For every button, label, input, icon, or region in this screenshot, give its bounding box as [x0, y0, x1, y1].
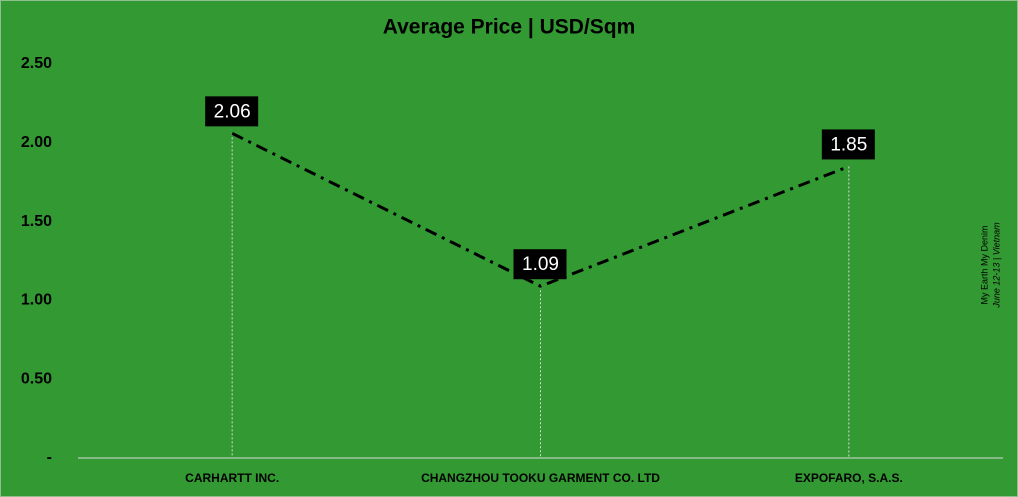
line-series: [231, 132, 850, 288]
y-tick-label: 1.00: [21, 292, 52, 309]
y-tick-label: 0.50: [21, 370, 52, 387]
data-label-box: [205, 96, 259, 127]
data-label: 2.06: [214, 101, 251, 122]
data-label-box: [513, 249, 567, 280]
annotation: June 12-13 | Vietnam: [991, 222, 1001, 309]
y-tick-label: 1.50: [21, 213, 52, 230]
annotation: My Earth My Denim: [979, 225, 989, 304]
x-tick-label: EXPOFARO, S.A.S.: [795, 471, 903, 485]
annotation-group: My Earth My Denim June 12-13 | Vietnam: [979, 222, 1001, 309]
data-label: 1.85: [830, 134, 867, 155]
y-tick-label: 2.00: [21, 134, 52, 151]
data-label: 1.09: [522, 254, 559, 275]
x-tick-label: CHANGZHOU TOOKU GARMENT CO. LTD: [421, 471, 660, 485]
x-tick-label: CARHARTT INC.: [185, 471, 279, 485]
data-label-box: [821, 129, 875, 160]
y-tick-label: 2.50: [21, 55, 52, 72]
chart-title: Average Price | USD/Sqm: [383, 16, 636, 39]
y-tick-label: -: [47, 449, 52, 466]
